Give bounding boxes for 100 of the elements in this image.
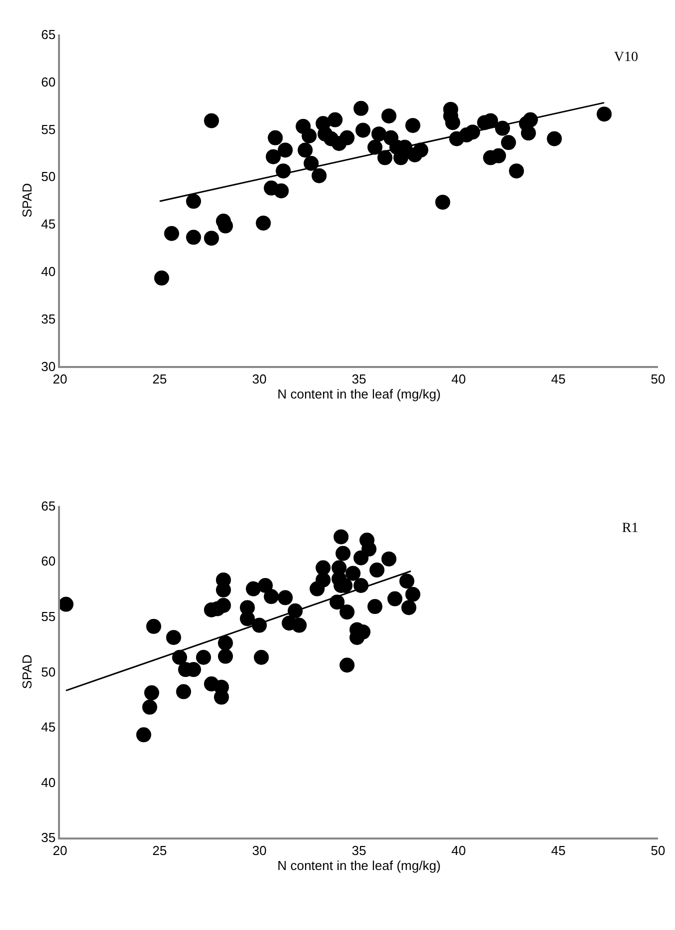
point (435, 194, 450, 210)
x-tick-label: 20 (52, 842, 68, 858)
point (340, 130, 355, 146)
point (278, 142, 293, 158)
point (328, 112, 343, 128)
point (186, 194, 202, 209)
point (186, 230, 202, 245)
point (332, 560, 347, 576)
point (371, 126, 386, 142)
point (216, 598, 231, 613)
point (361, 542, 376, 557)
point (346, 566, 361, 581)
annotation: R1 (622, 521, 638, 536)
point (399, 574, 414, 589)
point (355, 122, 370, 138)
point (401, 600, 416, 616)
point (164, 226, 180, 241)
point (312, 168, 327, 184)
point (166, 630, 182, 645)
point (302, 128, 317, 144)
point (491, 148, 506, 164)
point (405, 118, 420, 133)
x-tick-label: 25 (152, 842, 167, 858)
point (266, 149, 281, 164)
y-tick-label: 35 (41, 311, 56, 326)
y-tick-label: 45 (41, 720, 56, 735)
point (508, 163, 524, 178)
x-tick-label: 35 (352, 842, 366, 858)
y-tick-label: 60 (41, 554, 56, 569)
y-tick-label: 50 (41, 169, 56, 184)
point (340, 658, 355, 673)
point (501, 135, 516, 150)
point (483, 113, 498, 128)
point (334, 529, 349, 544)
point (381, 108, 396, 124)
annotation: V10 (614, 50, 638, 65)
x-axis-title: N content in the leaf (mg/kg) (277, 386, 441, 402)
x-tick-label: 50 (650, 842, 666, 858)
point (136, 727, 152, 742)
point (144, 685, 160, 700)
point (292, 618, 307, 633)
x-tick-label: 30 (252, 842, 267, 858)
point (264, 589, 279, 604)
y-tick-label: 55 (41, 122, 56, 137)
y-tick-label: 50 (41, 664, 56, 680)
point (274, 183, 289, 198)
point (340, 604, 355, 620)
point (413, 142, 428, 158)
x-axis-title: N content in the leaf (mg/kg) (277, 858, 441, 874)
point (546, 131, 562, 146)
x-tick-label: 25 (152, 372, 167, 387)
point (204, 230, 219, 246)
point (405, 586, 420, 602)
point (254, 650, 269, 665)
y-tick-label: 30 (41, 358, 56, 374)
y-axis-title: SPAD (20, 654, 35, 689)
point (258, 578, 273, 593)
point (336, 546, 351, 561)
point (256, 216, 271, 231)
point (154, 270, 170, 286)
point (353, 100, 368, 116)
point (204, 113, 219, 128)
point (218, 648, 233, 664)
point (520, 126, 536, 141)
point (596, 106, 612, 122)
y-axis-title: SPAD (20, 183, 35, 218)
x-tick-label: 35 (352, 372, 366, 387)
point (176, 684, 192, 700)
x-tick-label: 30 (252, 372, 267, 387)
point (240, 600, 255, 616)
point (268, 130, 283, 146)
point (381, 551, 396, 566)
point (298, 142, 313, 158)
point (218, 636, 233, 650)
y-tick-label: 65 (41, 27, 56, 42)
y-tick-label: 65 (41, 498, 56, 514)
x-tick-label: 40 (451, 842, 466, 858)
y-tick-label: 40 (41, 774, 56, 790)
x-tick-label: 50 (650, 372, 666, 387)
y-tick-label: 55 (41, 609, 56, 624)
point (316, 560, 331, 576)
point (367, 599, 382, 614)
y-tick-label: 60 (41, 74, 56, 90)
point (146, 618, 162, 634)
point (196, 650, 212, 665)
x-tick-label: 40 (451, 372, 466, 387)
point (367, 140, 382, 155)
x-tick-label: 45 (551, 372, 566, 387)
y-tick-label: 40 (41, 264, 56, 279)
x-tick-label: 45 (551, 842, 566, 858)
point (246, 581, 261, 596)
point (369, 562, 384, 578)
point (387, 591, 402, 606)
point (445, 115, 460, 130)
point (377, 150, 392, 166)
point (278, 590, 293, 606)
point (316, 572, 331, 588)
x-tick-label: 20 (52, 372, 68, 387)
point (142, 700, 158, 715)
y-tick-label: 45 (41, 216, 56, 232)
